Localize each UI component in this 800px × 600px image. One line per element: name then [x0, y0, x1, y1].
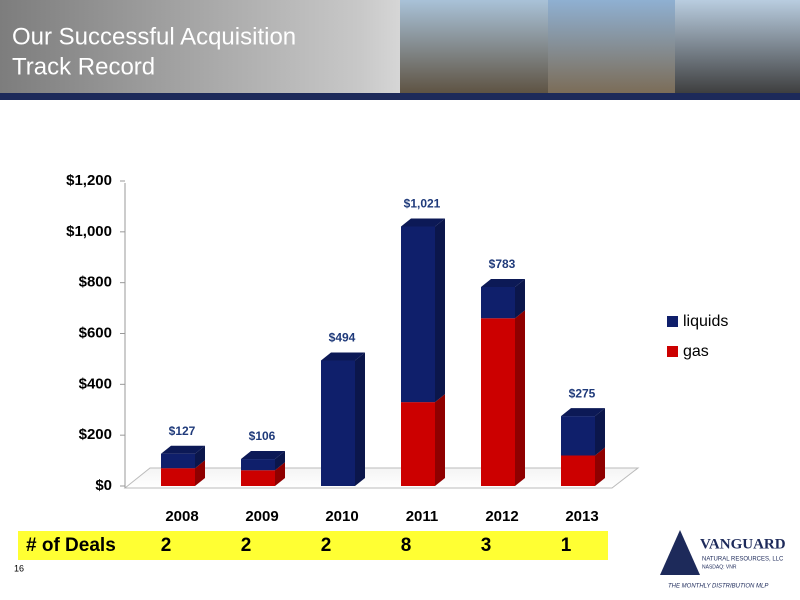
- legend-label: liquids: [683, 313, 728, 330]
- deal-count: 8: [401, 535, 412, 556]
- logo: VANGUARD NATURAL RESOURCES, LLC NASDAQ: …: [660, 530, 786, 590]
- y-tick-label: $1,200: [66, 172, 112, 189]
- y-tick-label: $600: [79, 324, 112, 341]
- bar-top: [481, 278, 525, 287]
- legend-swatch: [667, 316, 678, 327]
- bar-side: [435, 218, 445, 403]
- bar: [321, 360, 355, 486]
- x-tick-label: 2011: [406, 508, 439, 525]
- total-label: $275: [569, 386, 596, 400]
- logo-sub: NATURAL RESOURCES, LLC: [702, 557, 784, 563]
- deal-count: 3: [481, 535, 492, 556]
- header-photo: [548, 0, 675, 95]
- logo-tagline: THE MONTHLY DISTRIBUTION MLP: [668, 584, 768, 590]
- total-label: $494: [329, 331, 356, 345]
- bar-top: [241, 451, 285, 460]
- bar-side: [195, 460, 205, 486]
- deal-count: 2: [241, 535, 252, 556]
- bar-side: [595, 447, 605, 486]
- y-tick-label: $400: [79, 375, 112, 392]
- y-tick-label: $0: [95, 477, 112, 494]
- header-photo: [675, 0, 800, 95]
- logo-mark: [660, 530, 700, 575]
- y-tick-label: $800: [79, 274, 112, 291]
- page-number: 16: [14, 563, 24, 573]
- legend-label: gas: [683, 343, 709, 360]
- y-tick-label: $200: [79, 426, 112, 443]
- header-photo: [400, 0, 548, 95]
- deals-label: # of Deals: [26, 535, 116, 556]
- deals-band: [18, 531, 608, 560]
- bar-top: [161, 445, 205, 454]
- bar: [561, 455, 595, 486]
- bar-side: [515, 278, 525, 319]
- bar-top: [561, 408, 605, 417]
- x-tick-label: 2009: [245, 508, 278, 525]
- deal-count: 2: [321, 535, 332, 556]
- bar-side: [195, 445, 205, 469]
- legend-swatch: [667, 346, 678, 357]
- bar-side: [355, 352, 365, 486]
- bar-top: [321, 352, 365, 361]
- bar: [241, 470, 275, 486]
- x-tick-label: 2012: [485, 508, 518, 525]
- total-label: $127: [169, 424, 196, 438]
- header-rule: [0, 93, 800, 100]
- bar: [161, 468, 195, 486]
- x-tick-label: 2013: [565, 508, 598, 525]
- y-tick-label: $1,000: [66, 223, 112, 240]
- title: Track Record: [12, 53, 155, 80]
- logo-text: VANGUARD: [700, 536, 786, 552]
- bar: [401, 402, 435, 486]
- bar-side: [435, 394, 445, 486]
- bar-side: [595, 408, 605, 456]
- bar-side: [275, 451, 285, 471]
- bar-top: [401, 218, 445, 227]
- deal-count: 1: [561, 535, 572, 556]
- bar: [561, 416, 595, 456]
- x-tick-label: 2008: [165, 508, 198, 525]
- bar: [241, 459, 275, 471]
- title: Our Successful Acquisition: [12, 23, 296, 50]
- bar: [401, 226, 435, 403]
- bar: [481, 318, 515, 486]
- total-label: $106: [249, 429, 276, 443]
- x-tick-label: 2010: [325, 508, 358, 525]
- total-label: $783: [489, 257, 516, 271]
- bar-side: [515, 310, 525, 486]
- deal-count: 2: [161, 535, 172, 556]
- bar-side: [275, 462, 285, 486]
- logo-ticker: NASDAQ: VNR: [702, 564, 737, 570]
- bar: [161, 453, 195, 469]
- total-label: $1,021: [404, 197, 441, 211]
- bar: [481, 286, 515, 319]
